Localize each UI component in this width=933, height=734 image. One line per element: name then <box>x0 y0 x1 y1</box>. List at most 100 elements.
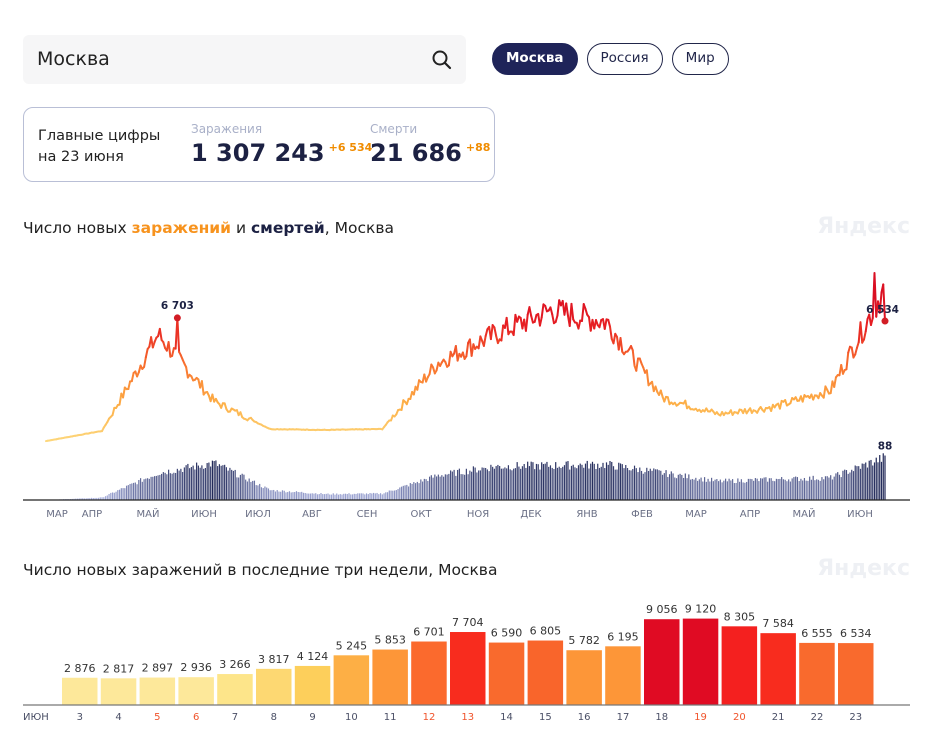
chart1-title-suffix: , Москва <box>324 219 395 237</box>
search-field[interactable]: Москва <box>23 35 466 84</box>
bar-value-label: 2 817 <box>103 662 135 675</box>
infections-stat: Заражения 1 307 243 +6 534 <box>191 122 372 167</box>
x-tick: АВГ <box>302 509 322 520</box>
x-tick: 12 <box>423 712 436 723</box>
chart1-title-deaths: смертей <box>250 219 325 237</box>
x-tick: МАР <box>46 509 68 520</box>
bar-value-label: 2 897 <box>142 662 174 675</box>
chart1-title: Число новых заражений и смертей, Москва <box>23 219 394 237</box>
x-tick: ИЮН <box>847 509 873 520</box>
bar[interactable] <box>760 633 796 705</box>
x-tick: 14 <box>500 712 513 723</box>
deaths-label: Смерти <box>370 122 418 136</box>
bar[interactable] <box>372 649 408 705</box>
bar-value-label: 9 120 <box>685 603 717 616</box>
x-tick: 4 <box>115 712 121 723</box>
x-tick: АПР <box>82 509 102 520</box>
deaths-delta: +88 <box>465 141 491 154</box>
x-tick: 15 <box>539 712 552 723</box>
svg-text:6 703: 6 703 <box>161 300 194 312</box>
bar-value-label: 3 266 <box>219 658 251 671</box>
bar[interactable] <box>605 646 641 705</box>
summary-card: Главные цифры на 23 июня Заражения 1 307… <box>23 107 495 182</box>
infections-value: 1 307 243 <box>191 139 325 167</box>
x-tick: ИЮЛ <box>245 509 271 520</box>
bar[interactable] <box>333 655 370 705</box>
bar-value-label: 3 817 <box>258 653 290 666</box>
x-tick: 7 <box>232 712 238 723</box>
bar-value-label: 6 534 <box>840 627 872 640</box>
x-tick: 19 <box>694 712 707 723</box>
x-tick: 3 <box>77 712 83 723</box>
bar[interactable] <box>527 640 564 705</box>
bar[interactable] <box>838 643 874 705</box>
bar-value-label: 9 056 <box>646 603 678 616</box>
bar[interactable] <box>721 626 758 705</box>
x-tick: 6 <box>193 712 199 723</box>
bar-value-label: 5 853 <box>374 634 406 647</box>
bar[interactable] <box>62 677 98 705</box>
bar[interactable] <box>644 619 680 705</box>
tab-moscow[interactable]: Москва <box>492 43 578 75</box>
x-tick: МАЙ <box>793 507 816 520</box>
bar[interactable] <box>100 678 137 705</box>
x-tick: 20 <box>733 712 746 723</box>
x-tick: 5 <box>154 712 160 723</box>
x-tick: ФЕВ <box>631 509 653 520</box>
bar[interactable] <box>217 674 253 705</box>
x-tick: МАЙ <box>137 507 160 520</box>
infections-label: Заражения <box>191 122 263 136</box>
bar[interactable] <box>450 632 486 705</box>
bar-value-label: 5 782 <box>568 634 600 647</box>
tab-world[interactable]: Мир <box>671 43 729 75</box>
deaths-stat: Смерти 21 686 +88 <box>370 122 490 167</box>
chart2-title: Число новых заражений в последние три не… <box>23 561 498 579</box>
bar-value-label: 8 305 <box>724 610 756 623</box>
x-tick: ИЮН <box>191 509 217 520</box>
bar[interactable] <box>566 650 602 705</box>
x-axis-month-label: ИЮН <box>23 712 49 723</box>
region-tabs: Москва Россия Мир <box>492 43 729 75</box>
x-tick: АПР <box>740 509 760 520</box>
x-tick: 11 <box>384 712 397 723</box>
yandex-watermark-2: Яндекс <box>817 556 910 581</box>
x-tick: ОКТ <box>410 509 432 520</box>
svg-text:6 534: 6 534 <box>866 304 899 316</box>
svg-text:88: 88 <box>878 441 893 453</box>
bar[interactable] <box>256 668 292 705</box>
bar-value-label: 6 195 <box>607 630 639 643</box>
chart1-title-infections: заражений <box>131 219 232 237</box>
x-tick: МАР <box>685 509 707 520</box>
x-tick: 21 <box>772 712 785 723</box>
chart1-title-prefix: Число новых <box>23 219 132 237</box>
chart1-title-mid: и <box>231 219 251 237</box>
search-icon[interactable] <box>430 48 454 72</box>
bar[interactable] <box>294 665 331 705</box>
x-tick: 13 <box>461 712 474 723</box>
x-tick: 18 <box>655 712 668 723</box>
bar[interactable] <box>178 677 214 705</box>
search-input[interactable]: Москва <box>37 48 110 70</box>
tab-russia[interactable]: Россия <box>586 43 663 75</box>
summary-lead: Главные цифры на 23 июня <box>38 126 160 168</box>
yandex-watermark: Яндекс <box>817 214 910 239</box>
x-tick: 8 <box>271 712 277 723</box>
x-tick: СЕН <box>357 509 378 520</box>
x-tick: 9 <box>309 712 315 723</box>
x-tick: ЯНВ <box>576 509 597 520</box>
bar-value-label: 6 701 <box>413 626 445 639</box>
x-tick: 10 <box>345 712 358 723</box>
bar[interactable] <box>488 642 525 705</box>
summary-lead-date: на 23 июня <box>38 149 124 165</box>
bar-value-label: 6 590 <box>491 627 523 640</box>
bar[interactable] <box>411 641 447 705</box>
x-tick: 17 <box>617 712 630 723</box>
bar[interactable] <box>682 618 719 705</box>
bar[interactable] <box>799 642 835 705</box>
bar[interactable] <box>139 677 176 705</box>
infections-delta: +6 534 <box>328 141 373 154</box>
bar-value-label: 5 245 <box>336 639 368 652</box>
bar-value-label: 7 704 <box>452 616 484 629</box>
bar-value-label: 6 805 <box>530 625 562 638</box>
x-tick: 16 <box>578 712 591 723</box>
